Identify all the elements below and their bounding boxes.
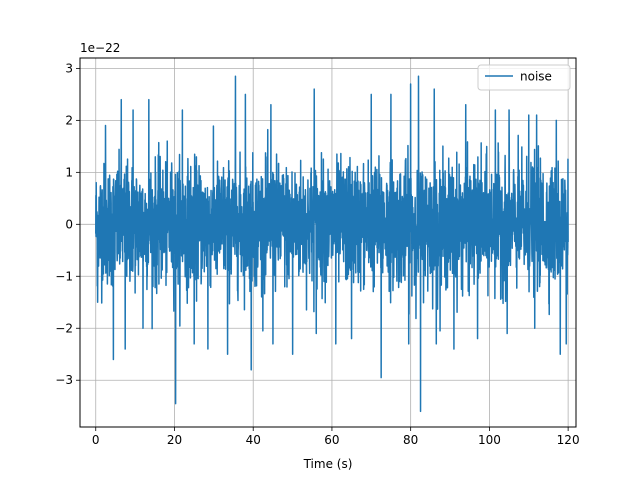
- y-tick-label: −2: [55, 321, 73, 335]
- x-tick-label: 20: [167, 433, 182, 447]
- y-tick-label: 3: [65, 61, 73, 75]
- legend-box: [477, 64, 571, 91]
- x-tick-label: 60: [324, 433, 339, 447]
- x-tick-label: 0: [92, 433, 100, 447]
- x-tick-label: 40: [246, 433, 261, 447]
- y-tick-label: 1: [65, 165, 73, 179]
- plot-area-frame: [79, 57, 577, 428]
- x-tick-label: 80: [403, 433, 418, 447]
- axis-ticks: 0 20 40 60 80 100 120 −3 −2 −1 0 1 2 3: [55, 61, 579, 447]
- x-tick-label: 120: [557, 433, 580, 447]
- x-axis-label: Time (s): [303, 457, 353, 471]
- y-axis-offset-text: 1e−22: [80, 41, 120, 55]
- noise-line: [95, 75, 569, 413]
- y-tick-label: −1: [55, 269, 73, 283]
- legend-label-noise: noise: [520, 70, 552, 84]
- legend: noise: [477, 64, 571, 91]
- y-tick-label: 2: [65, 113, 73, 127]
- y-tick-label: −3: [55, 373, 73, 387]
- x-tick-label: 100: [478, 433, 501, 447]
- noise-series: [95, 75, 569, 413]
- y-tick-label: 0: [65, 217, 73, 231]
